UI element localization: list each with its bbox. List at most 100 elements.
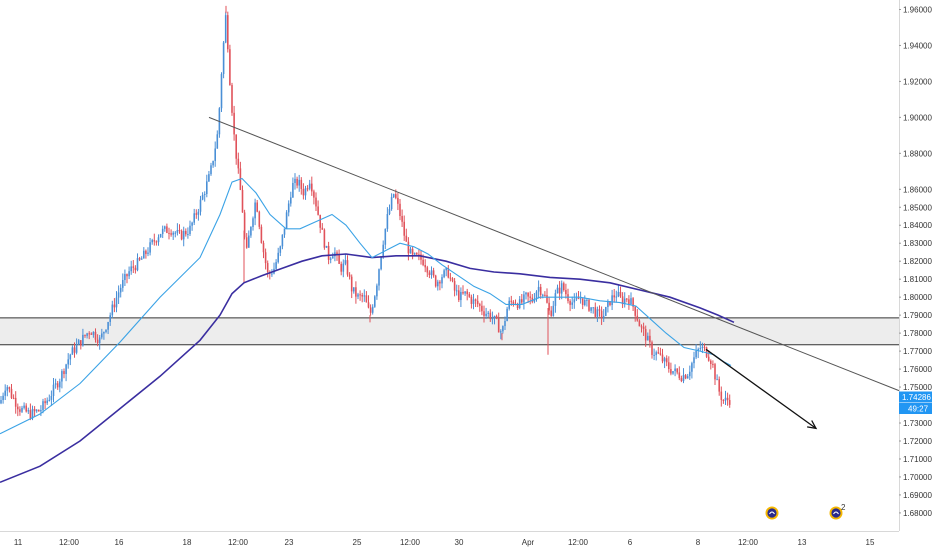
candle-body <box>476 300 479 305</box>
candle-body <box>584 300 586 305</box>
candle-body <box>592 307 594 309</box>
candle-body <box>365 295 368 303</box>
candle-body <box>342 263 345 272</box>
candle-body <box>323 229 326 248</box>
candle-body <box>611 295 613 306</box>
x-tick-label: 12:00 <box>59 538 80 547</box>
candle-body <box>560 283 563 294</box>
event-icon-core <box>831 508 841 518</box>
candle-body <box>166 226 168 233</box>
candle-body <box>300 179 303 189</box>
countdown-badge <box>899 403 932 414</box>
time-axis[interactable]: 11 12:00 16 18 12:00 23 25 12:00 30 Apr 12:00 6 8 12:… <box>0 531 899 548</box>
candle-body <box>94 331 97 340</box>
price-axis[interactable]: 1.96000 1.94000 1.92000 1.90000 1.88000 1.860… <box>899 0 932 550</box>
candle-body <box>455 290 458 292</box>
candle-body <box>294 178 296 183</box>
candle-body <box>374 296 376 307</box>
x-tick-label: 12:00 <box>738 538 759 547</box>
last-price-text: 1.74286 <box>902 393 931 402</box>
candle-body <box>726 397 729 401</box>
candle-body <box>201 195 204 200</box>
candle-body <box>594 307 597 317</box>
candle-body <box>523 294 525 303</box>
candle-body <box>161 228 164 235</box>
candle-body <box>321 227 324 230</box>
candle-body <box>182 230 185 240</box>
candle-body <box>103 332 105 334</box>
candle-body <box>353 287 355 292</box>
earnings-event-icon[interactable] <box>765 506 779 520</box>
candle-body <box>109 315 111 323</box>
candle-body <box>98 337 101 344</box>
candle-body <box>491 318 494 320</box>
candle-body <box>271 273 273 275</box>
candle-body <box>686 376 689 379</box>
candle-body <box>124 274 126 281</box>
earnings-event-icon[interactable]: 2 <box>829 503 847 520</box>
event-icon-badge: 2 <box>841 503 846 512</box>
x-tick-label: 6 <box>628 538 633 547</box>
candle-body <box>241 189 244 213</box>
y-tick-label: 1.68000 <box>903 509 932 518</box>
y-tick-label: 1.81000 <box>903 275 932 284</box>
candle-body <box>399 203 401 217</box>
candle-body <box>92 331 95 335</box>
candle-body <box>661 354 664 362</box>
candle-body <box>298 179 300 186</box>
candle-body <box>720 391 723 400</box>
candle-body <box>655 352 657 355</box>
candle-body <box>384 228 387 245</box>
candle-body <box>401 216 403 222</box>
candle-body <box>117 292 120 298</box>
candle-body <box>676 368 678 373</box>
y-tick-label: 1.83000 <box>903 239 932 248</box>
candle-body <box>243 212 246 238</box>
candle-body <box>705 347 708 357</box>
drawings[interactable] <box>208 116 900 430</box>
candle-body <box>510 300 513 302</box>
candle-body <box>521 299 523 303</box>
candle-body <box>220 74 223 109</box>
candle-body <box>481 305 483 312</box>
candle-body <box>317 206 319 215</box>
candle-body <box>395 194 397 198</box>
event-icon-glyph <box>769 511 775 515</box>
x-tick-label: 25 <box>353 538 362 547</box>
candle-body <box>418 254 420 256</box>
candle-body <box>552 305 555 316</box>
forecast-arrow[interactable] <box>705 348 817 429</box>
candle-body <box>44 401 46 404</box>
candle-body <box>392 194 395 198</box>
candle-body <box>325 245 328 248</box>
candle-body <box>466 291 468 295</box>
candle-body <box>214 148 216 161</box>
trendline[interactable] <box>208 116 900 392</box>
candle-body <box>54 383 57 385</box>
candle-body <box>50 396 53 400</box>
candle-body <box>670 369 672 374</box>
candle-body <box>550 310 552 316</box>
candle-body <box>640 326 643 328</box>
candle-body <box>132 266 135 268</box>
candle-body <box>581 298 584 305</box>
candle-body <box>437 281 439 287</box>
candle-body <box>668 362 670 370</box>
candles <box>0 5 731 421</box>
candle-body <box>674 368 676 372</box>
candle-body <box>474 299 477 301</box>
candle-body <box>405 235 408 242</box>
candle-body <box>443 270 445 278</box>
candle-body <box>426 267 429 273</box>
event-icons[interactable]: 2 <box>765 503 847 520</box>
candle-body <box>212 160 214 166</box>
candle-body <box>119 287 122 293</box>
candle-body <box>630 298 632 305</box>
candle-body <box>586 299 588 301</box>
y-tick-label: 1.75000 <box>903 383 932 392</box>
candle-body <box>27 410 30 412</box>
y-tick-label: 1.72000 <box>903 437 932 446</box>
candle-body <box>227 15 229 50</box>
y-tick-label: 1.76000 <box>903 365 932 374</box>
